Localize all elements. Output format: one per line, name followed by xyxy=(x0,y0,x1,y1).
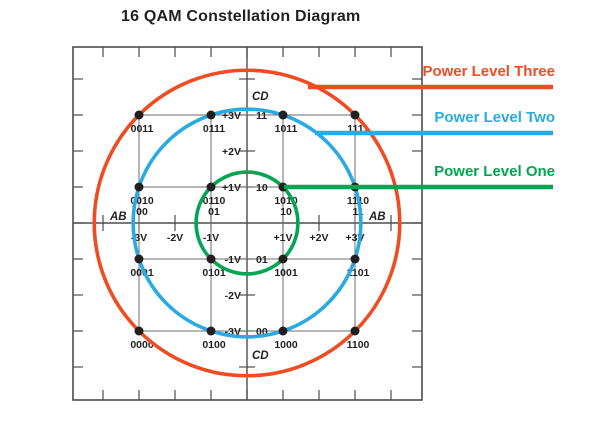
power-level-two-circle xyxy=(131,107,363,339)
constellation-point xyxy=(278,110,288,120)
constellation-point xyxy=(278,254,288,264)
page-title: 16 QAM Constellation Diagram xyxy=(121,8,361,25)
y-axis-label: -2V xyxy=(225,290,241,302)
symbol-bits-label: 1100 xyxy=(347,339,370,351)
constellation-point xyxy=(206,110,216,120)
x-axis-label: -1V xyxy=(203,232,219,244)
y-axis-label: -1V xyxy=(225,254,241,266)
y-axis-bit-label: 10 xyxy=(256,182,268,194)
power-level-three-circle xyxy=(92,68,402,378)
y-axis-name-bottom: CD xyxy=(252,350,269,362)
symbol-bits-label: 0011 xyxy=(131,123,154,135)
x-axis-label: +2V xyxy=(310,232,329,244)
x-axis-name-left: AB xyxy=(109,211,127,223)
symbol-bits-label: 0100 xyxy=(202,339,226,351)
x-axis-name-right: AB xyxy=(368,211,386,223)
y-axis-label: +3V xyxy=(222,110,241,122)
power-level-one-circle xyxy=(194,170,300,276)
symbol-ab-label: 10 xyxy=(280,206,292,218)
constellation-point xyxy=(206,182,216,192)
symbol-bits-label: 0111 xyxy=(203,123,225,135)
constellation-point xyxy=(278,326,288,336)
symbol-bits-label: 1011 xyxy=(275,123,298,135)
constellation-point xyxy=(350,110,360,120)
legend-label-power-level-three: Power Level Three xyxy=(422,63,555,80)
y-axis-bit-label: 11 xyxy=(256,110,267,122)
x-axis-label: -2V xyxy=(167,232,183,244)
constellation-point xyxy=(350,254,360,264)
symbol-ab-label: 01 xyxy=(208,206,220,218)
x-axis-label: +1V xyxy=(274,232,293,244)
symbol-bits-label: 0101 xyxy=(202,267,226,279)
y-axis-bit-label: 00 xyxy=(256,326,268,338)
symbol-ab-label: 11 xyxy=(352,206,363,218)
constellation-point xyxy=(206,326,216,336)
symbol-ab-label: 00 xyxy=(136,206,148,218)
y-axis-label: +1V xyxy=(222,182,241,194)
constellation-point xyxy=(206,254,216,264)
symbol-bits-label: 1000 xyxy=(274,339,298,351)
y-axis-bit-label: 01 xyxy=(256,254,268,266)
constellation-point xyxy=(350,326,360,336)
symbol-bits-label: 0000 xyxy=(130,339,154,351)
constellation-point xyxy=(134,254,144,264)
y-axis-name-top: CD xyxy=(252,91,269,103)
constellation-point xyxy=(134,326,144,336)
y-axis-label: +2V xyxy=(222,146,241,158)
constellation-point xyxy=(134,110,144,120)
symbol-bits-label: 0110 xyxy=(203,195,226,207)
legend-label-power-level-two: Power Level Two xyxy=(434,109,555,126)
constellation-point xyxy=(134,182,144,192)
symbol-bits-label: 1001 xyxy=(274,267,298,279)
legend-label-power-level-one: Power Level One xyxy=(434,163,555,180)
